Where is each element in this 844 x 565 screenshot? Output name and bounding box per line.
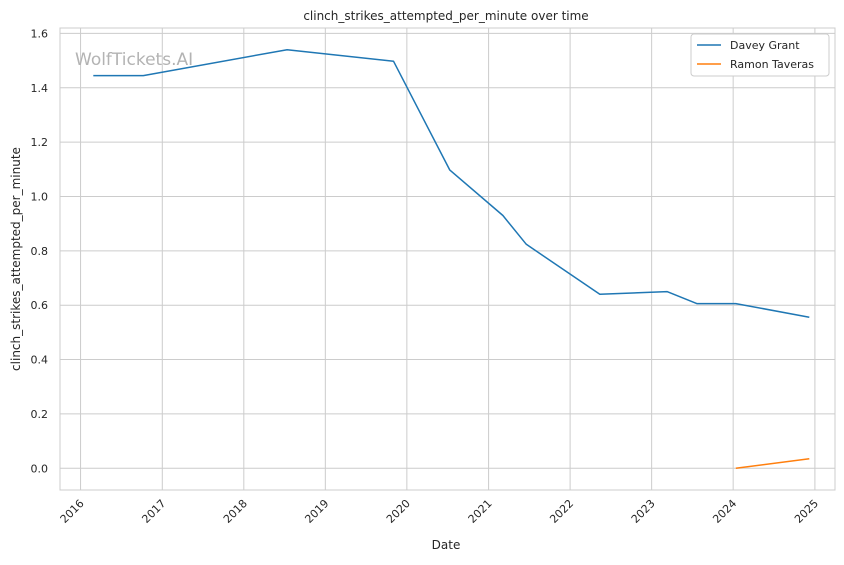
y-tick-label: 1.6 bbox=[31, 27, 49, 40]
x-tick-label: 2021 bbox=[466, 497, 495, 526]
plot-frame bbox=[59, 27, 836, 491]
y-tick-label: 0.2 bbox=[31, 408, 49, 421]
y-tick-label: 1.0 bbox=[31, 190, 49, 203]
x-tick-labels: 2016 2017 2018 2019 2020 2021 2022 2023 2024 2025 bbox=[58, 497, 821, 526]
x-tick-label: 2016 bbox=[58, 497, 87, 526]
x-axis-label: Date bbox=[432, 538, 461, 552]
plot-area bbox=[60, 28, 835, 490]
legend-label: Davey Grant bbox=[730, 39, 800, 52]
y-tick-labels: 0.0 0.2 0.4 0.6 0.8 1.0 1.2 1.4 1.6 bbox=[31, 27, 49, 475]
series-line-davey-grant bbox=[93, 48, 810, 318]
chart-title: clinch_strikes_attempted_per_minute over… bbox=[303, 9, 588, 23]
x-tick-label: 2025 bbox=[792, 497, 821, 526]
y-tick-label: 1.4 bbox=[31, 82, 49, 95]
legend-label: Ramon Taveras bbox=[730, 58, 814, 71]
x-tick-label: 2018 bbox=[221, 497, 250, 526]
x-tick-label: 2019 bbox=[302, 497, 331, 526]
x-tick-label: 2023 bbox=[629, 497, 658, 526]
grid bbox=[60, 28, 835, 490]
legend-box bbox=[690, 33, 830, 77]
y-tick-label: 0.8 bbox=[31, 245, 49, 258]
y-tick-label: 0.0 bbox=[31, 462, 49, 475]
x-tick-label: 2020 bbox=[384, 497, 413, 526]
legend: Davey Grant Ramon Taveras bbox=[690, 33, 830, 77]
y-tick-label: 0.4 bbox=[31, 354, 49, 367]
y-tick-label: 1.2 bbox=[31, 136, 49, 149]
legend-items: Davey Grant Ramon Taveras bbox=[697, 39, 814, 71]
series-layer bbox=[93, 48, 810, 470]
x-tick-label: 2017 bbox=[139, 497, 168, 526]
x-tick-label: 2022 bbox=[547, 497, 576, 526]
x-tick-label: 2024 bbox=[710, 497, 739, 526]
y-axis-label: clinch_strikes_attempted_per_minute bbox=[9, 147, 23, 371]
y-tick-label: 0.6 bbox=[31, 299, 49, 312]
watermark: WolfTickets.AI bbox=[75, 50, 193, 70]
series-line-ramon-taveras bbox=[735, 457, 810, 470]
